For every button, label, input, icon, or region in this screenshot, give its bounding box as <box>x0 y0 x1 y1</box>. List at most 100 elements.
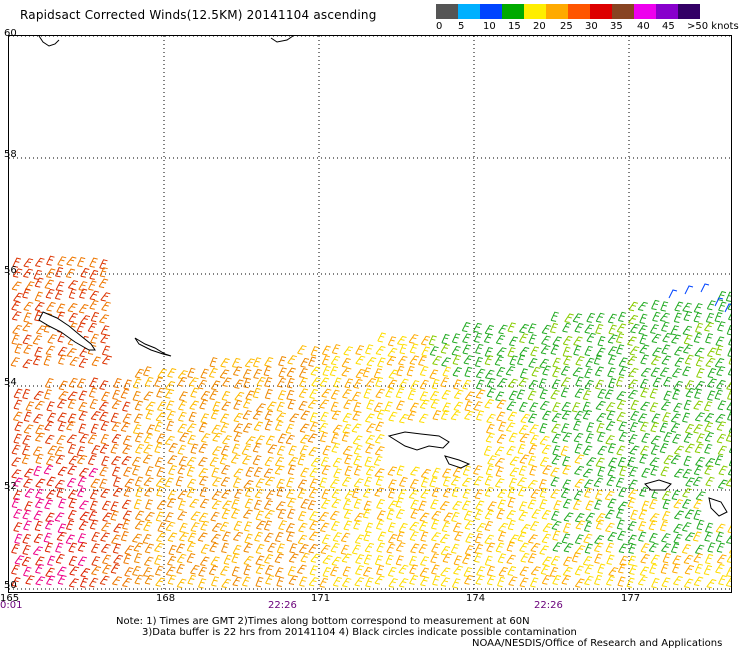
wind-barb <box>388 369 399 379</box>
wind-barb <box>23 258 34 268</box>
wind-barb <box>671 490 681 501</box>
wind-barb <box>22 435 32 445</box>
wind-barb <box>704 465 714 475</box>
wind-barb <box>322 567 332 578</box>
wind-barb <box>440 343 450 354</box>
wind-barb <box>166 498 177 508</box>
wind-barb <box>343 520 353 531</box>
wind-barb <box>199 498 210 509</box>
wind-barb <box>639 378 649 389</box>
wind-barb <box>353 378 363 389</box>
wind-barb <box>462 554 472 565</box>
wind-barb <box>286 367 296 378</box>
wind-barb <box>582 401 591 412</box>
wind-barb <box>47 555 56 566</box>
wind-barb <box>34 257 45 268</box>
wind-barb <box>56 487 65 498</box>
wind-barb <box>222 377 232 387</box>
wind-barb <box>661 510 671 522</box>
wind-barb <box>91 556 101 567</box>
wind-barb <box>674 357 685 367</box>
wind-barb <box>33 465 42 477</box>
wind-barb <box>145 409 154 420</box>
wind-barb <box>572 367 583 377</box>
wind-barb <box>34 346 43 358</box>
wind-barb <box>715 523 726 533</box>
wind-barb <box>562 346 571 358</box>
wind-barb <box>167 368 177 378</box>
wind-barb <box>651 333 662 344</box>
wind-barb <box>630 399 639 411</box>
note-line-1: Note: 1) Times are GMT 2)Times along bot… <box>116 616 530 627</box>
wind-barb <box>33 533 44 544</box>
wind-barb <box>100 325 110 336</box>
wind-barb <box>351 391 362 402</box>
wind-barb <box>487 455 497 465</box>
wind-barb <box>21 556 32 567</box>
wind-barb <box>485 432 495 443</box>
wind-barb <box>409 355 420 365</box>
wind-barb <box>68 555 78 567</box>
lon-label-177: 177 <box>621 593 641 604</box>
wind-barb <box>519 323 529 334</box>
wind-barb <box>550 555 560 566</box>
lat-lon-grid <box>9 36 731 592</box>
wind-barb <box>700 283 710 293</box>
wind-barb <box>473 322 482 333</box>
wind-barb <box>134 432 144 443</box>
wind-barb <box>197 532 208 542</box>
wind-barb <box>78 401 88 412</box>
wind-barb <box>410 466 420 476</box>
wind-barb <box>364 476 373 487</box>
wind-barb <box>608 354 617 365</box>
wind-barb <box>420 489 431 499</box>
wind-barb <box>165 566 176 576</box>
wind-barb <box>341 553 352 563</box>
wind-barb <box>178 400 188 411</box>
wind-barb <box>133 542 144 552</box>
wind-barb <box>366 399 375 410</box>
wind-barb <box>551 379 561 390</box>
wind-barb <box>165 400 175 411</box>
wind-barb <box>573 345 582 356</box>
wind-barb <box>519 454 530 464</box>
wind-barb <box>89 300 99 310</box>
wind-barb <box>387 466 398 476</box>
wind-barb <box>120 422 131 432</box>
wind-barb <box>122 577 132 588</box>
wind-barb <box>694 380 705 391</box>
wind-barb <box>617 563 627 574</box>
wind-barb <box>309 520 319 531</box>
wind-barb <box>120 388 130 399</box>
wind-barb <box>594 379 605 390</box>
wind-barb <box>660 301 669 312</box>
wind-barb <box>343 399 353 410</box>
wind-barb <box>574 388 584 398</box>
wind-barb <box>496 399 507 409</box>
wind-barb <box>242 509 253 519</box>
wind-barb <box>264 456 274 467</box>
wind-barb <box>627 555 637 566</box>
wind-barb <box>476 566 486 577</box>
wind-barb <box>264 410 274 421</box>
wind-barb <box>287 355 298 365</box>
wind-barb <box>497 499 506 510</box>
wind-barb <box>77 476 87 487</box>
wind-barb <box>616 445 626 456</box>
wind-barb <box>265 476 276 486</box>
wind-barb <box>539 423 548 434</box>
wind-barb <box>484 475 493 486</box>
wind-barb <box>35 453 44 464</box>
wind-barb <box>189 498 200 508</box>
wind-barb <box>595 489 604 500</box>
wind-barb <box>539 545 549 555</box>
wind-barb <box>186 423 197 433</box>
wind-barb <box>11 469 22 479</box>
wind-barb <box>575 356 585 366</box>
wind-barb <box>89 398 98 410</box>
wind-barb <box>685 477 695 487</box>
legend-swatch <box>480 4 502 19</box>
wind-barb <box>374 575 385 585</box>
wind-barb <box>398 413 409 424</box>
wind-barb <box>529 434 539 445</box>
